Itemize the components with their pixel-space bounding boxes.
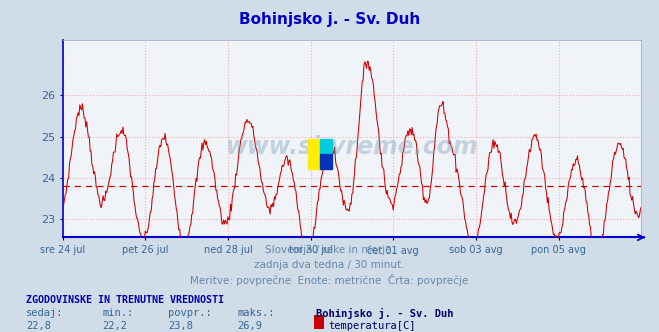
Text: Bohinjsko j. - Sv. Duh: Bohinjsko j. - Sv. Duh [239,12,420,27]
Text: 22,2: 22,2 [102,321,127,331]
Text: zadnja dva tedna / 30 minut.: zadnja dva tedna / 30 minut. [254,260,405,270]
Text: povpr.:: povpr.: [168,308,212,318]
Bar [308,139,320,169]
Text: www.si-vreme.com: www.si-vreme.com [225,134,478,158]
Text: ZGODOVINSKE IN TRENUTNE VREDNOSTI: ZGODOVINSKE IN TRENUTNE VREDNOSTI [26,295,224,305]
Text: Slovenija / reke in morje.: Slovenija / reke in morje. [264,245,395,255]
Bar [320,154,332,169]
Text: Meritve: povprečne  Enote: metrične  Črta: povprečje: Meritve: povprečne Enote: metrične Črta:… [190,274,469,286]
Text: 22,8: 22,8 [26,321,51,331]
Bar [320,139,332,154]
Text: min.:: min.: [102,308,133,318]
Text: 23,8: 23,8 [168,321,193,331]
Text: Bohinjsko j. - Sv. Duh: Bohinjsko j. - Sv. Duh [316,308,454,319]
Text: sedaj:: sedaj: [26,308,64,318]
Text: maks.:: maks.: [237,308,275,318]
Text: 26,9: 26,9 [237,321,262,331]
Text: temperatura[C]: temperatura[C] [328,321,416,331]
